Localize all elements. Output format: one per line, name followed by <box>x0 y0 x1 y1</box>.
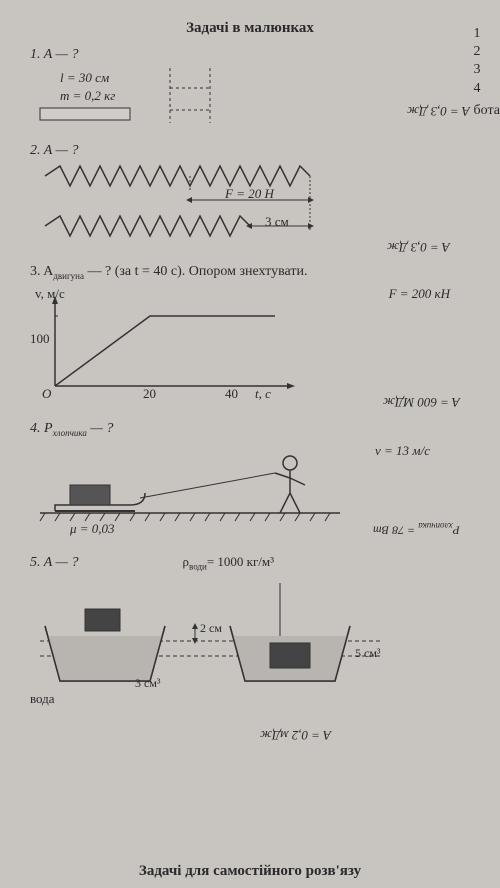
margin-2: 2 <box>474 43 500 61</box>
p3-origin: O <box>42 386 51 402</box>
p5-rho-sub: води <box>189 561 207 571</box>
bottom-title: Задачі для самостійного розв'язу <box>0 863 500 880</box>
p2-dist: 3 см <box>265 214 289 230</box>
p5-diagram <box>30 581 390 701</box>
p4-ans-s: хлопчика <box>418 521 452 531</box>
p3-xlabel: t, с <box>255 386 271 402</box>
p5-vol1: 3 см³ <box>135 676 161 691</box>
p2-force: F = 20 Н <box>225 186 274 202</box>
margin-4: 4 <box>474 80 500 98</box>
p5-depth: 2 см <box>200 621 222 636</box>
problem-5: 5. A — ? ρводи= 1000 кг/м³ <box>30 553 470 734</box>
p5-answer: A = 0,2 мДж <box>260 727 331 743</box>
problem-1: 1. A — ? l = 30 см m = 0,2 кг A = 0,3 Дж <box>30 47 470 128</box>
p4-answer: Pхлопчика = 78 Вт <box>373 521 460 537</box>
p3-suffix: — ? (за t = 40 с). Опором знехтувати. <box>84 264 308 279</box>
p3-x20: 20 <box>143 386 156 402</box>
p3-label: 3. Aдвигуна — ? (за t = 40 с). Опором зн… <box>30 264 470 281</box>
p2-label: 2. A — ? <box>30 143 470 159</box>
p3-force: F = 200 кН <box>389 286 450 302</box>
p2-answer: A = 0,3 Дж <box>387 239 450 255</box>
margin-1: 1 <box>474 25 500 43</box>
problem-4: 4. Pхлопчика — ? v = 13 м/с <box>30 421 470 538</box>
p5-water: вода <box>30 691 55 707</box>
problem-3: 3. Aдвигуна — ? (за t = 40 с). Опором зн… <box>30 264 470 406</box>
p1-m: m = 0,2 кг <box>60 88 115 104</box>
p3-ylabel: v, м/с <box>35 286 65 302</box>
p4-prefix: 4. P <box>30 421 53 436</box>
p4-diagram <box>30 443 350 533</box>
p3-answer: A = 600 МДж <box>383 394 460 410</box>
p4-v: v = 13 м/с <box>375 443 430 459</box>
p4-ans-p: P <box>453 523 460 537</box>
p5-rho: ρводи= 1000 кг/м³ <box>183 554 275 572</box>
p4-mu: μ = 0,03 <box>70 521 115 537</box>
p5-vol2: 5 см³ <box>355 646 381 661</box>
p4-ans-v: = 78 Вт <box>373 523 418 537</box>
p3-x40: 40 <box>225 386 238 402</box>
margin-word: бота <box>474 102 500 120</box>
p1-l: l = 30 см <box>60 70 115 86</box>
p4-suffix: — ? <box>87 421 113 436</box>
margin-3: 3 <box>474 61 500 79</box>
p1-answer: A = 0,3 Дж <box>407 103 470 119</box>
p5-label: 5. A — ? <box>30 555 79 571</box>
p2-diagram <box>30 164 350 249</box>
p4-sub: хлопчика <box>53 428 87 438</box>
problem-2: 2. A — ? F = 20 Н 3 см A = 0,3 Дж <box>30 143 470 249</box>
p1-label: 1. A — ? <box>30 47 470 63</box>
p5-rho-val: = 1000 кг/м³ <box>207 554 274 569</box>
p3-y100: 100 <box>30 331 50 347</box>
p3-sub: двигуна <box>53 271 84 281</box>
p3-prefix: 3. A <box>30 264 53 279</box>
p4-label: 4. Pхлопчика — ? <box>30 421 470 438</box>
margin-text: 1 2 3 4 бота <box>474 25 500 120</box>
main-title: Задачі в малюнках <box>30 20 470 37</box>
